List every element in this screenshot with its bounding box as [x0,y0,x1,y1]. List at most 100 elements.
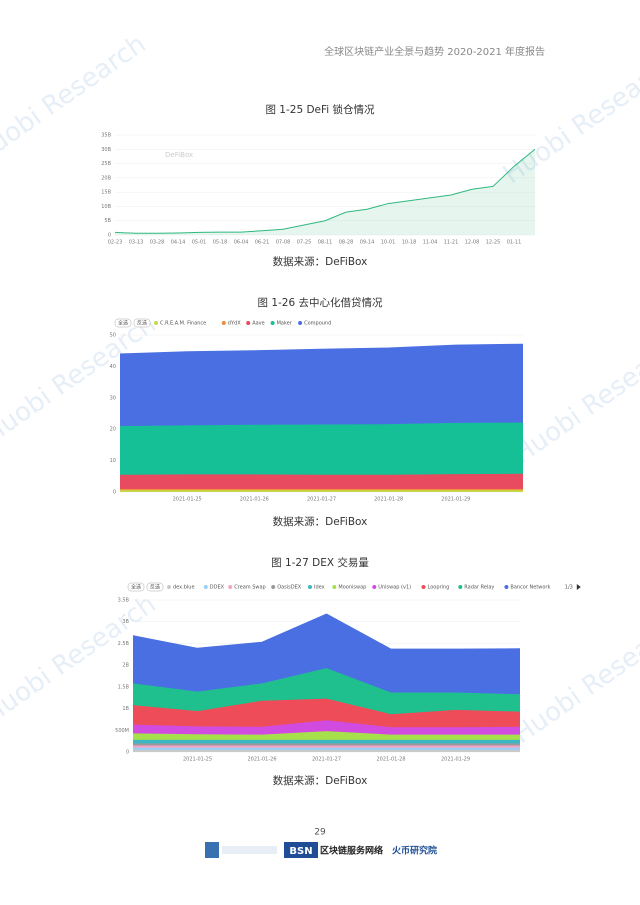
x-tick-label: 11-04 [423,240,438,246]
logo-icon [205,842,219,858]
area-fill [133,743,520,746]
x-tick-label: 2021-01-25 [173,497,202,503]
y-tick-label: 25B [101,161,111,167]
watermark: Huobi Research [508,329,640,470]
page-number: 29 [314,828,326,838]
y-tick-label: 10B [101,204,111,210]
legend-marker [228,585,233,589]
area-fill [133,698,520,728]
legend-marker [298,321,303,325]
bsn: BSN [289,846,312,857]
x-tick-label: 06-04 [234,240,249,246]
area-fill [133,720,520,735]
x-tick-label: 07-08 [276,240,291,246]
legend-label: Compound [304,321,331,327]
legend-label: Maker [277,321,293,327]
legend-marker [154,321,158,325]
x-tick-label: 2021-01-28 [376,757,405,763]
area-fill [133,668,520,715]
y-tick-label: 15B [101,190,111,196]
legend-button[interactable] [114,318,132,328]
legend-marker [372,585,377,589]
legend-label: dex.blue [173,585,195,591]
legend-label: Aave [252,321,265,327]
y-tick-label: 3B [122,619,129,625]
legend-label: Mooniswap [338,585,366,591]
y-tick-label: 1.5B [118,684,130,690]
source: 数据来源：DeFiBox [273,515,368,528]
y-tick-label: 500M [115,728,129,734]
x-tick-label: 11-21 [444,240,459,246]
x-tick-label: 03-13 [129,240,144,246]
y-tick-label: 35B [101,133,111,139]
legend-label: DDEX [210,585,225,591]
x-tick-label: 04-14 [171,240,186,246]
legend-marker [421,585,426,589]
y-tick-label: 0 [113,490,116,496]
x-tick-label: 2021-01-29 [441,497,470,503]
legend-label: C.R.E.A.M. Finance [160,321,206,327]
area-fill [120,473,523,489]
x-tick-label: 05-01 [192,240,207,246]
legend-button[interactable] [146,582,164,592]
legend-label: Cream Swap [234,585,266,591]
area-fill [115,149,535,235]
area-top-line [119,343,524,355]
area-fill [133,613,520,695]
x-tick-label: 2021-01-27 [312,757,341,763]
y-tick-label: 1B [122,706,129,712]
x-tick-label: 2021-01-29 [441,757,470,763]
legend-button-label: 全选 [131,584,141,591]
x-tick-label: 08-11 [318,240,333,246]
x-tick-label: 02-23 [108,240,123,246]
y-tick-label: 5B [104,218,111,224]
x-tick-label: 2021-01-25 [183,757,212,763]
x-tick-label: 06-21 [255,240,270,246]
y-tick-label: 30B [101,147,111,153]
y-tick-label: 30 [110,395,116,401]
chart-title: 图 1-25 DeFi 锁仓情况 [265,103,375,116]
x-tick-label: 2021-01-28 [374,497,403,503]
y-tick-label: 20 [110,427,116,433]
y-tick-label: 0 [108,233,111,239]
legend-marker [270,321,275,325]
line [114,148,536,234]
x-tick-label: 03-28 [150,240,165,246]
legend-button[interactable] [127,582,145,592]
legend-marker [167,585,171,589]
y-tick-label: 10 [110,458,116,464]
y-tick-label: 40 [110,364,116,370]
y-tick-label: 2.5B [118,641,130,647]
area-fill [133,739,520,744]
legend-marker [504,585,509,589]
source: 数据来源：DeFiBox [273,774,368,787]
legend-button-label: 全选 [118,320,128,327]
x-tick-label: 01-11 [507,240,522,246]
x-tick-label: 12-08 [465,240,480,246]
area-fill [133,747,520,750]
logo-text [222,846,277,854]
area-fill [120,490,523,492]
chart-watermark: DeFiBox [165,151,193,159]
legend-marker [246,321,251,325]
area-fill [133,731,520,740]
y-tick-label: 50 [110,333,116,339]
legend-label: OasisDEX [277,585,302,591]
x-tick-label: 09-14 [360,240,375,246]
area-top-line [132,613,521,650]
legend-label: Idex [314,585,325,591]
legend-label: Radar Relay [464,585,494,591]
legend-label: Uniswap (v1) [378,585,411,591]
legend-page: 1/3 [565,585,573,591]
chart-title: 图 1-27 DEX 交易量 [271,556,369,569]
legend-next[interactable] [576,584,581,590]
legend-button[interactable] [133,318,151,328]
x-tick-label: 2021-01-27 [307,497,336,503]
x-tick-label: 05-18 [213,240,228,246]
watermark: Huobi Research [508,609,640,750]
legend-button-label: 反选 [150,584,160,591]
x-tick-label: 2021-01-26 [247,757,276,763]
legend-marker [203,585,208,589]
x-tick-label: 08-28 [339,240,354,246]
